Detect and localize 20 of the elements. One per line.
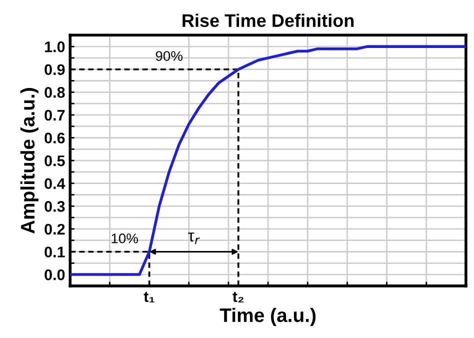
y-tick-label: 0.6 xyxy=(44,132,65,144)
y-tick-label: 0.8 xyxy=(44,87,65,98)
chart-title: Rise Time Definition xyxy=(182,14,354,27)
y-tick-label: 0.9 xyxy=(44,64,65,76)
line-series xyxy=(70,45,466,276)
y-tick-label: 0.3 xyxy=(44,201,65,212)
y-tick-label: 0.0 xyxy=(44,269,65,280)
x-axis-title: Time (a.u.) xyxy=(220,308,316,326)
ref-line-label: 10% xyxy=(112,233,138,244)
y-tick-label: 0.5 xyxy=(44,155,65,166)
y-tick-label: 0.4 xyxy=(44,178,66,190)
x-tick-label: t₂ xyxy=(232,292,244,302)
x-tick-label: t₁ xyxy=(144,292,154,302)
annotation: τ$_{r}$ xyxy=(188,232,200,244)
y-tick-label: 0.2 xyxy=(44,224,65,235)
y-tick-label: 0.7 xyxy=(44,110,65,121)
y-tick-label: 0.1 xyxy=(44,246,65,258)
y-tick-label: 1.0 xyxy=(45,41,65,52)
ref-line-label: 90% xyxy=(156,51,183,61)
y-axis-title: Amplitude (a.u.) xyxy=(20,88,38,234)
